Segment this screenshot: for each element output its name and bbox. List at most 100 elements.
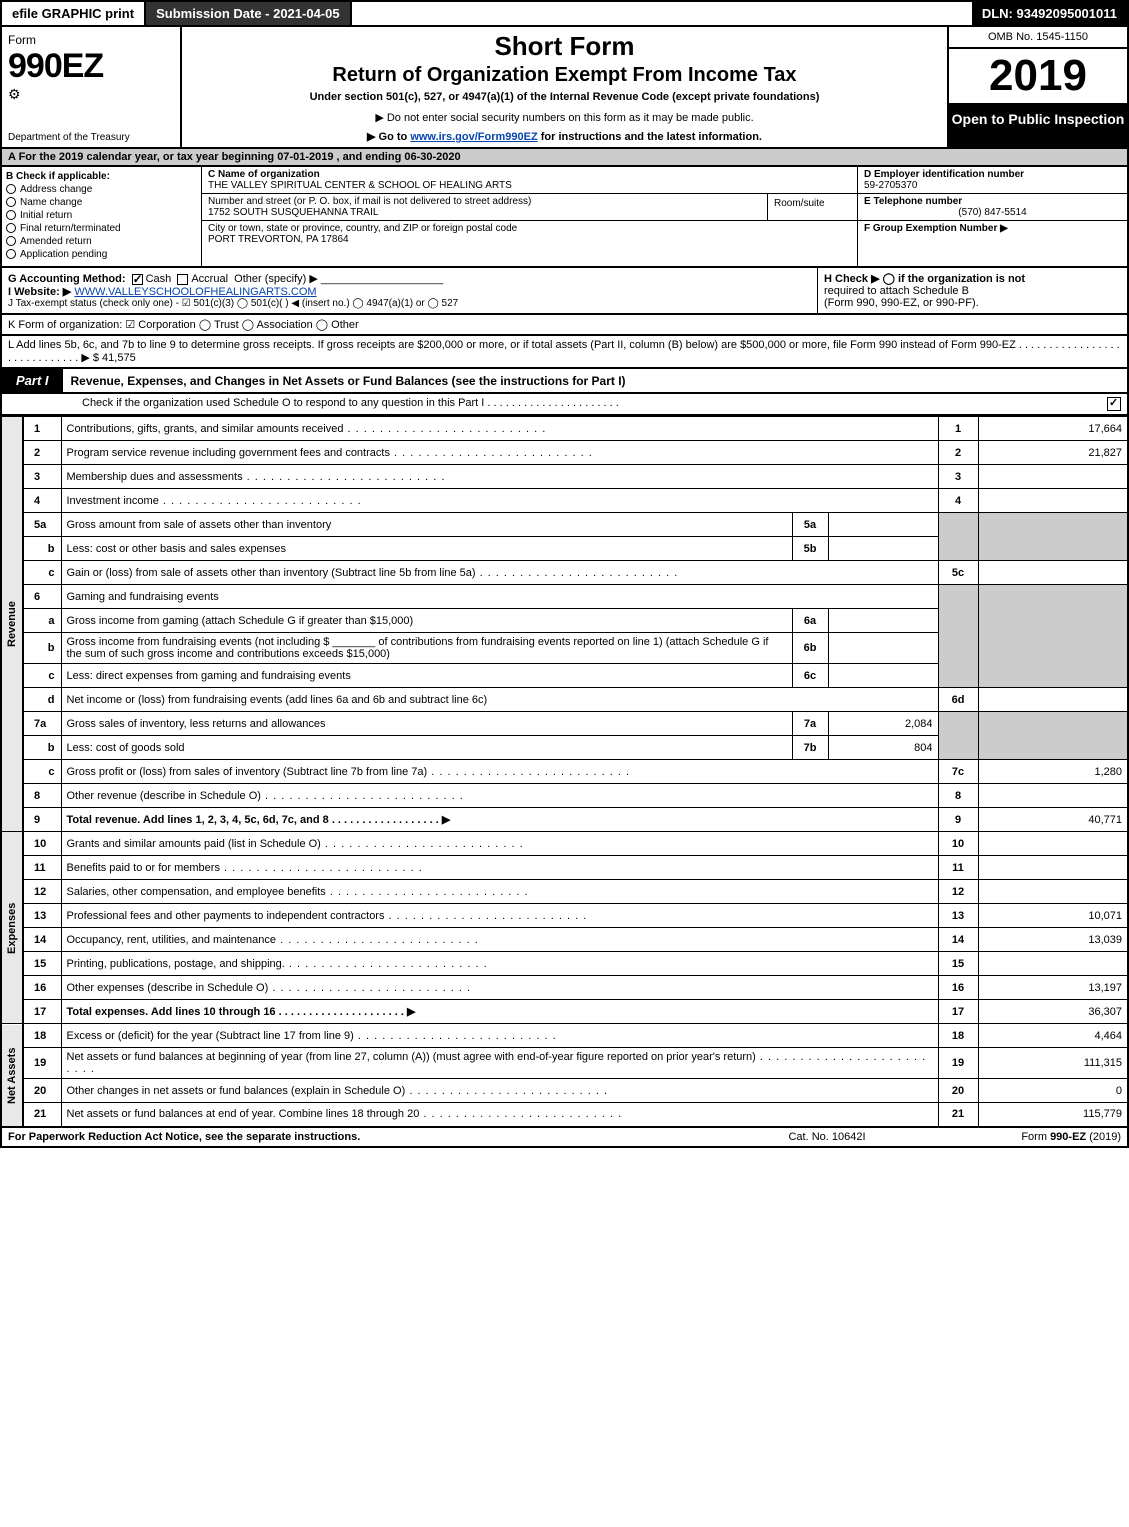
chk-accrual[interactable] <box>177 274 188 285</box>
desc-7c: Gross profit or (loss) from sales of inv… <box>61 760 938 784</box>
return-title: Return of Organization Exempt From Incom… <box>190 64 939 87</box>
submission-date-button[interactable]: Submission Date - 2021-04-05 <box>146 2 352 25</box>
desc-16: Other expenses (describe in Schedule O) <box>61 976 938 1000</box>
val-7c: 1,280 <box>978 760 1128 784</box>
box-b-header: B Check if applicable: <box>6 171 197 182</box>
mv-7a: 2,084 <box>828 712 938 736</box>
desc-19: Net assets or fund balances at beginning… <box>61 1048 938 1079</box>
box-d-e-f: D Employer identification number 59-2705… <box>857 167 1127 266</box>
row-15: 15 Printing, publications, postage, and … <box>1 952 1128 976</box>
row-7a: 7a Gross sales of inventory, less return… <box>1 712 1128 736</box>
part-i-title: Revenue, Expenses, and Changes in Net As… <box>63 370 634 392</box>
desc-8: Other revenue (describe in Schedule O) <box>61 784 938 808</box>
efile-print-button[interactable]: efile GRAPHIC print <box>2 2 146 25</box>
val-2: 21,827 <box>978 441 1128 465</box>
h-line1: H Check ▶ ◯ if the organization is not <box>824 272 1121 285</box>
website-link[interactable]: WWW.VALLEYSCHOOLOFHEALINGARTS.COM <box>74 286 316 298</box>
row-16: 16 Other expenses (describe in Schedule … <box>1 976 1128 1000</box>
org-name-row: C Name of organization THE VALLEY SPIRIT… <box>202 167 857 194</box>
val-4 <box>978 489 1128 513</box>
val-12 <box>978 880 1128 904</box>
line-l-text: L Add lines 5b, 6c, and 7b to line 9 to … <box>8 339 1120 364</box>
row-3: 3 Membership dues and assessments 3 <box>1 465 1128 489</box>
chk-amended-return[interactable]: Amended return <box>6 236 197 247</box>
val-16: 13,197 <box>978 976 1128 1000</box>
val-5c <box>978 561 1128 585</box>
sidelabel-expenses: Expenses <box>1 832 23 1024</box>
desc-6a: Gross income from gaming (attach Schedul… <box>61 609 792 633</box>
line-l-val: $ 41,575 <box>93 352 136 364</box>
city-label: City or town, state or province, country… <box>208 223 517 234</box>
part-i-sub-text: Check if the organization used Schedule … <box>82 397 1107 411</box>
desc-14: Occupancy, rent, utilities, and maintena… <box>61 928 938 952</box>
desc-3: Membership dues and assessments <box>61 465 938 489</box>
schedule-o-checkbox[interactable] <box>1107 397 1121 411</box>
room-suite: Room/suite <box>767 194 857 220</box>
section-b-c-d: B Check if applicable: Address change Na… <box>0 167 1129 268</box>
val-13: 10,071 <box>978 904 1128 928</box>
treasury-seal-icon: ⚙ <box>8 86 174 103</box>
val-1: 17,664 <box>978 417 1128 441</box>
desc-21: Net assets or fund balances at end of ye… <box>61 1103 938 1127</box>
chk-application-pending[interactable]: Application pending <box>6 249 197 260</box>
dln-label: DLN: 93492095001011 <box>972 2 1127 25</box>
line-g: G Accounting Method: Cash Accrual Other … <box>8 272 811 285</box>
g-i-j-column: G Accounting Method: Cash Accrual Other … <box>2 268 817 313</box>
city-value: PORT TREVORTON, PA 17864 <box>208 234 349 245</box>
row-1: Revenue 1 Contributions, gifts, grants, … <box>1 417 1128 441</box>
ssn-warning: ▶ Do not enter social security numbers o… <box>190 111 939 124</box>
mv-7b: 804 <box>828 736 938 760</box>
desc-7b: Less: cost of goods sold <box>61 736 792 760</box>
part-i-sub: Check if the organization used Schedule … <box>0 394 1129 416</box>
mv-5b <box>828 537 938 561</box>
mv-6c <box>828 664 938 688</box>
part-i-header: Part I Revenue, Expenses, and Changes in… <box>0 369 1129 394</box>
header-center: Short Form Return of Organization Exempt… <box>182 27 947 147</box>
row-6: 6 Gaming and fundraising events <box>1 585 1128 609</box>
ein-value: 59-2705370 <box>864 180 917 191</box>
goto-post: for instructions and the latest informat… <box>538 131 762 143</box>
val-19: 111,315 <box>978 1048 1128 1079</box>
val-14: 13,039 <box>978 928 1128 952</box>
desc-11: Benefits paid to or for members <box>61 856 938 880</box>
org-name: THE VALLEY SPIRITUAL CENTER & SCHOOL OF … <box>208 180 512 191</box>
desc-4: Investment income <box>61 489 938 513</box>
val-10 <box>978 832 1128 856</box>
desc-6c: Less: direct expenses from gaming and fu… <box>61 664 792 688</box>
row-9: 9 Total revenue. Add lines 1, 2, 3, 4, 5… <box>1 808 1128 832</box>
chk-final-return[interactable]: Final return/terminated <box>6 223 197 234</box>
part-i-tab: Part I <box>2 369 63 392</box>
chk-cash[interactable] <box>132 274 143 285</box>
tax-year: 2019 <box>949 49 1127 105</box>
desc-5b: Less: cost or other basis and sales expe… <box>61 537 792 561</box>
line-k: K Form of organization: ☑ Corporation ◯ … <box>0 315 1129 336</box>
val-15 <box>978 952 1128 976</box>
section-g-h: G Accounting Method: Cash Accrual Other … <box>0 268 1129 315</box>
row-11: 11 Benefits paid to or for members 11 <box>1 856 1128 880</box>
h-line2: required to attach Schedule B <box>824 285 1121 297</box>
chk-address-change[interactable]: Address change <box>6 184 197 195</box>
ein-row: D Employer identification number 59-2705… <box>858 167 1127 194</box>
form-number: 990EZ <box>8 47 174 86</box>
line-j: J Tax-exempt status (check only one) - ☑… <box>8 298 811 309</box>
desc-10: Grants and similar amounts paid (list in… <box>61 832 938 856</box>
desc-1: Contributions, gifts, grants, and simila… <box>61 417 938 441</box>
e-label: E Telephone number <box>864 196 962 207</box>
desc-13: Professional fees and other payments to … <box>61 904 938 928</box>
row-13: 13 Professional fees and other payments … <box>1 904 1128 928</box>
desc-2: Program service revenue including govern… <box>61 441 938 465</box>
row-21: 21 Net assets or fund balances at end of… <box>1 1103 1128 1127</box>
row-6d: d Net income or (loss) from fundraising … <box>1 688 1128 712</box>
omb-number: OMB No. 1545-1150 <box>949 27 1127 49</box>
row-4: 4 Investment income 4 <box>1 489 1128 513</box>
chk-name-change[interactable]: Name change <box>6 197 197 208</box>
box-c: C Name of organization THE VALLEY SPIRIT… <box>202 167 857 266</box>
val-11 <box>978 856 1128 880</box>
val-8 <box>978 784 1128 808</box>
chk-initial-return[interactable]: Initial return <box>6 210 197 221</box>
city-row: City or town, state or province, country… <box>202 221 857 247</box>
open-to-public: Open to Public Inspection <box>949 105 1127 147</box>
irs-link[interactable]: www.irs.gov/Form990EZ <box>410 131 537 143</box>
desc-6: Gaming and fundraising events <box>61 585 938 609</box>
val-18: 4,464 <box>978 1024 1128 1048</box>
